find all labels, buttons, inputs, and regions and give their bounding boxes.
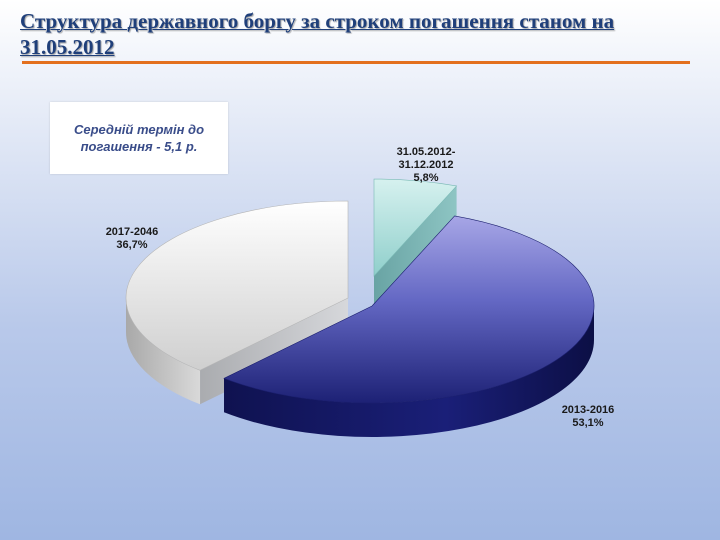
slice-label-mid-term-line1: 2013-2016 [561,404,615,416]
slice-label-short-term-line1: 31.05.2012- [396,146,456,158]
slice-value-short-term: 5,8% [413,172,439,184]
slice-label-short-term-line2: 31.12.2012 [398,159,454,171]
pie-slice-short-term-top [373,178,458,277]
pie-slice-mid-term [223,215,595,437]
pie-slice-short-term-cut-face [374,185,457,310]
average-maturity-note: Середній термін до погашення - 5,1 р. [50,102,228,174]
pie-slice-mid-term-top [223,215,595,404]
page-title: Структура державного боргу за строком по… [20,9,615,59]
slice-label-long-term: 2017-2046 36,7% [92,226,172,252]
pie-slice-long-term-side [126,298,201,405]
pie-slice-short-term [373,178,458,310]
slice-label-short-term: 31.05.2012- 31.12.2012 5,8% [376,146,476,185]
slice-value-mid-term: 53,1% [572,417,604,429]
slice-label-long-term-line1: 2017-2046 [105,226,159,238]
title-underline-divider [22,61,690,64]
slice-value-long-term: 36,7% [116,239,148,251]
pie-slice-long-term-top [125,200,349,371]
pie-slice-mid-term-side [224,306,594,437]
slice-label-mid-term: 2013-2016 53,1% [548,404,628,430]
